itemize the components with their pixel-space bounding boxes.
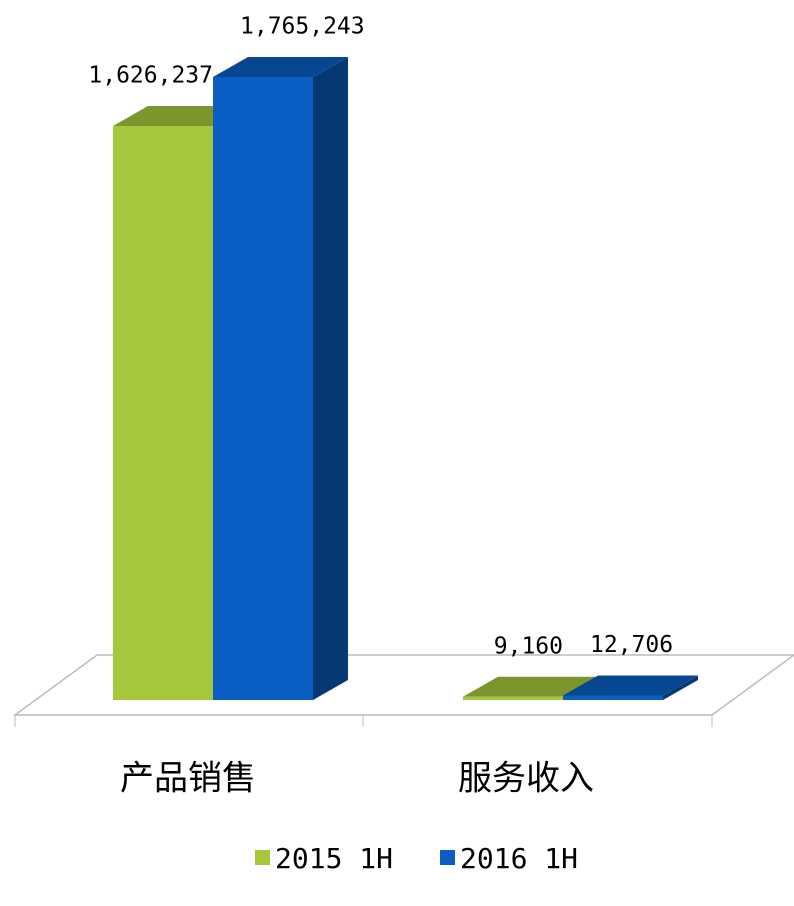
bar-face	[213, 77, 313, 700]
x-tick-label: 产品销售	[120, 759, 256, 799]
legend-label: 2016 1H	[460, 842, 578, 875]
bar-face	[463, 676, 598, 697]
bar-face	[113, 126, 213, 700]
value-label: 12,706	[590, 632, 673, 658]
bar-face	[663, 675, 698, 700]
bar-face	[463, 696, 563, 700]
value-label: 1,626,237	[88, 63, 213, 89]
bar-face	[213, 57, 348, 77]
bar-face	[563, 675, 698, 696]
bar	[563, 675, 698, 700]
value-label: 9,160	[494, 633, 563, 659]
bar-face	[313, 57, 348, 700]
legend-swatch	[255, 850, 270, 865]
bar	[213, 57, 348, 700]
legend-swatch	[440, 850, 455, 865]
floor	[12, 654, 794, 716]
bar-face	[563, 695, 663, 700]
x-tick-label: 服务收入	[458, 759, 594, 799]
value-label: 1,765,243	[240, 14, 365, 40]
legend-label: 2015 1H	[275, 842, 393, 875]
